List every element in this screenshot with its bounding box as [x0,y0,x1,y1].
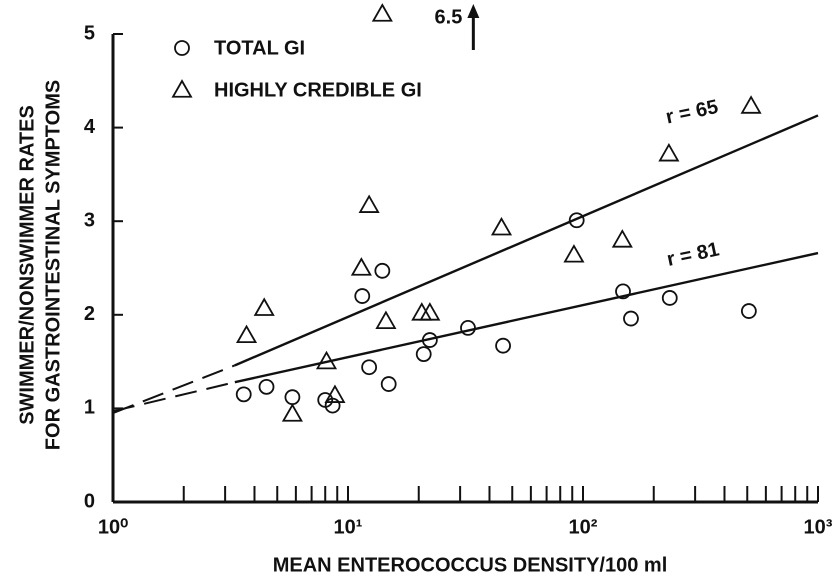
point [615,283,631,300]
legend-label: HIGHLY CREDIBLE GI [214,79,422,101]
y-tick-label: 2 [84,303,95,325]
point [568,212,585,229]
legend-marker [171,79,193,98]
x-tick-label: 10¹ [334,516,363,538]
x-axis-label: MEAN ENTEROCOCCUS DENSITY/100 ml [273,554,668,576]
fit-line [112,381,236,413]
point [358,194,380,213]
value-label: 6.5 [435,6,463,28]
point [324,397,341,414]
offscale-arrowhead [467,4,480,18]
point [740,95,762,114]
point [235,386,252,403]
point [421,332,438,348]
point [563,244,585,263]
point [371,3,393,22]
y-tick-label: 0 [84,490,95,512]
point [253,297,275,316]
point [661,290,678,306]
legend-marker [174,40,190,56]
y-tick-label: 1 [84,397,95,419]
fit-label: r = 81 [665,238,721,271]
point [623,310,639,327]
fit-line [234,114,819,367]
x-tick-label: 10⁰ [98,516,128,538]
y-axis-label-line: FOR GASTROINTESTINAL SYMPTOMS [42,80,64,450]
point [361,359,378,376]
point [350,257,372,276]
y-axis-label: SWIMMER/NONSWIMMER RATES FOR GASTROINTES… [16,80,64,450]
y-tick-label: 3 [84,209,95,231]
point [490,216,513,236]
point [281,403,303,422]
point [258,378,275,395]
fit-line [112,364,236,415]
point [375,310,397,330]
point [740,303,757,319]
point [460,320,476,336]
x-tick-label: 10³ [804,516,833,538]
point [315,350,338,370]
fit-label: r = 65 [664,96,720,129]
point [611,229,633,248]
point [324,384,346,403]
point [380,376,397,392]
x-tick-label: 10² [569,516,598,538]
point [235,324,258,344]
point [374,262,391,279]
point [419,302,441,321]
point [415,346,432,363]
point [495,337,511,354]
y-tick-label: 4 [84,116,96,138]
point [658,142,680,162]
fit-line [234,251,819,384]
point [354,288,371,304]
legend-label: TOTAL GI [214,37,305,59]
y-tick-label: 5 [84,22,95,44]
point [284,389,301,406]
y-axis-label-line: SWIMMER/NONSWIMMER RATES [16,105,38,425]
